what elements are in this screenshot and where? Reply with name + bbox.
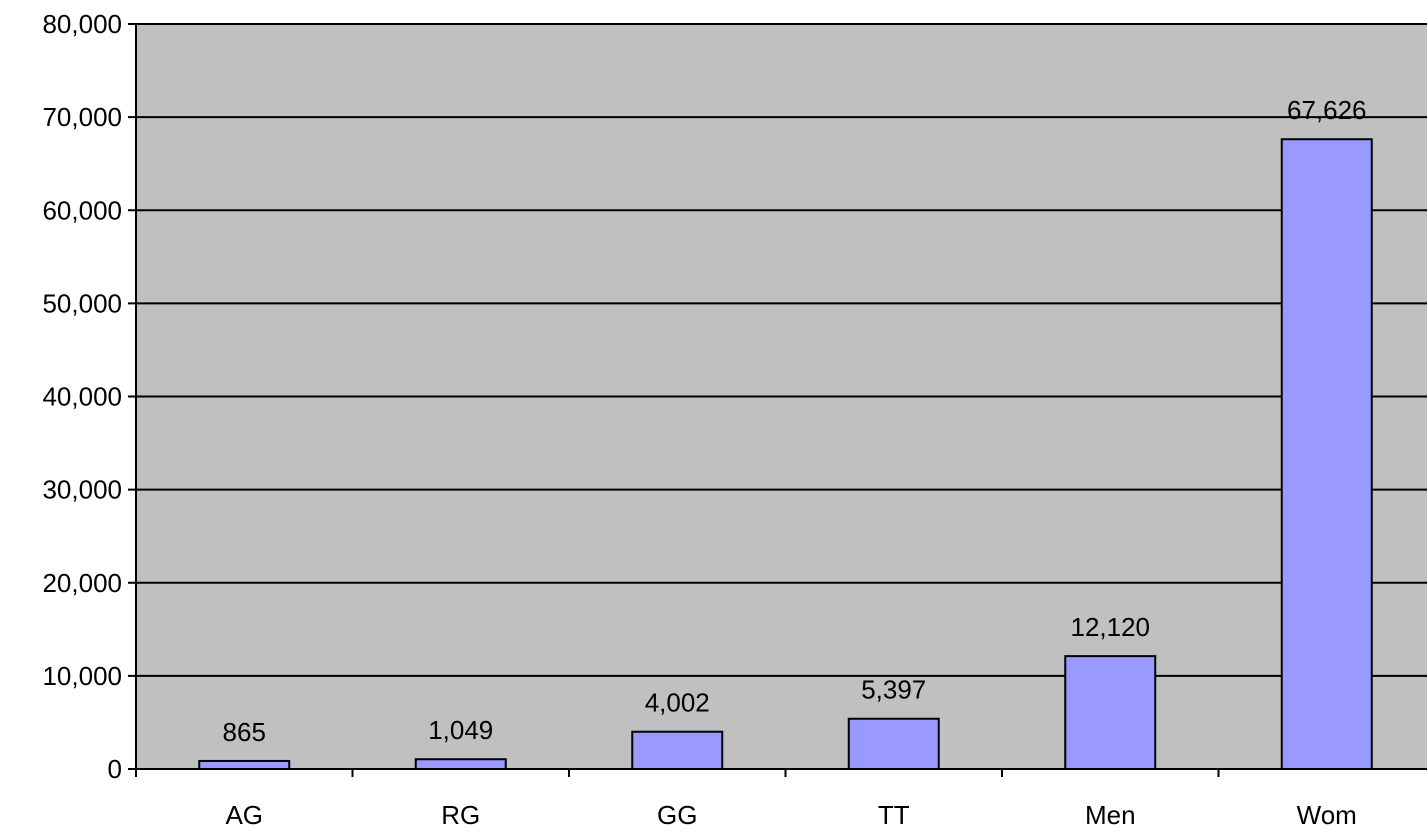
axes xyxy=(128,23,1427,777)
data-label: 1,049 xyxy=(428,715,493,745)
bar-tt xyxy=(847,717,940,770)
x-tick-label: Wom xyxy=(1297,800,1357,830)
bar-men xyxy=(1064,655,1157,771)
x-tick-label: RG xyxy=(441,800,480,830)
y-tick-label: 40,000 xyxy=(42,382,122,412)
bar-rg xyxy=(414,758,507,771)
y-tick-label: 30,000 xyxy=(42,475,122,505)
bar-ag xyxy=(198,759,291,771)
bar-gg xyxy=(631,730,724,771)
data-label: 67,626 xyxy=(1287,95,1367,125)
x-tick-label: TT xyxy=(878,800,910,830)
y-tick-label: 0 xyxy=(108,754,122,784)
x-tick-label: AG xyxy=(225,800,263,830)
bars xyxy=(198,138,1373,771)
x-tick-label: Men xyxy=(1085,800,1136,830)
data-label: 12,120 xyxy=(1070,612,1150,642)
y-tick-label: 50,000 xyxy=(42,288,122,318)
data-label: 865 xyxy=(223,717,266,747)
y-tick-label: 10,000 xyxy=(42,661,122,691)
labels: 0 10,000 20,000 30,000 40,000 50,000 60,000 70,… xyxy=(42,9,1366,830)
y-tick-label: 80,000 xyxy=(42,9,122,39)
y-tick-label: 20,000 xyxy=(42,568,122,598)
gridlines xyxy=(136,23,1427,677)
y-tick-label: 70,000 xyxy=(42,102,122,132)
y-tick-label: 60,000 xyxy=(42,195,122,225)
data-label: 4,002 xyxy=(645,688,710,718)
bar-wom xyxy=(1280,138,1373,771)
x-tick-label: GG xyxy=(657,800,697,830)
data-label: 5,397 xyxy=(861,675,926,705)
